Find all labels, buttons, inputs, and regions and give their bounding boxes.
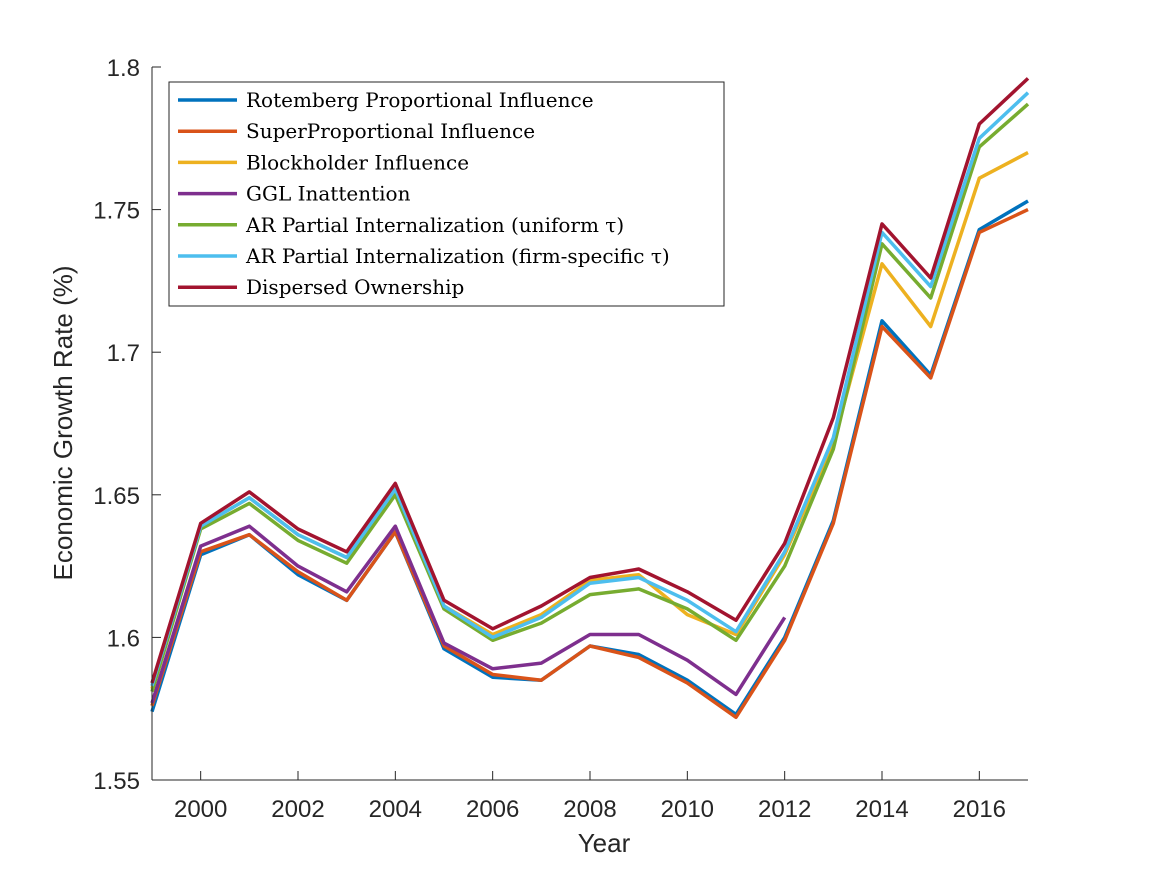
series-line-6 [150,91,1030,687]
x-tick-label: 2014 [855,796,908,823]
series-layer [150,77,1030,720]
x-tick-label: 2008 [563,796,616,823]
y-axis-label: Economic Growth Rate (%) [48,266,78,581]
series-line-5 [150,102,1030,693]
x-tick-label: 2002 [271,796,324,823]
series-line-4 [150,524,787,704]
x-tick-label: 2004 [369,796,422,823]
y-tick-label: 1.7 [107,340,140,367]
legend-entry-label: Rotemberg Proportional Influence [246,88,594,112]
series-line-7 [150,77,1030,684]
legend: Rotemberg Proportional Influence SuperPro… [168,81,725,307]
y-tick-label: 1.8 [107,55,140,82]
y-tick-label: 1.6 [107,625,140,652]
series-line-2 [150,208,1029,720]
x-tick-label: 2000 [174,796,227,823]
x-tick-label: 2016 [953,796,1006,823]
legend-items: Rotemberg Proportional Influence SuperPro… [178,88,670,299]
y-tick-label: 1.55 [93,768,140,795]
x-tick-label: 2010 [661,796,714,823]
x-tick-label: 2012 [758,796,811,823]
legend-entry-label: Dispersed Ownership [246,275,464,299]
y-ticks: 1.55 1.6 1.65 1.7 1.75 1.8 [93,55,161,795]
legend-box [168,81,725,307]
y-tick-label: 1.75 [93,198,140,225]
legend-entry-label: Blockholder Influence [246,150,469,174]
x-tick-label: 2006 [466,796,519,823]
y-tick-label: 1.65 [93,483,140,510]
legend-entry-label: GGL Inattention [246,182,411,206]
x-ticks: 2000 2002 2004 2006 2008 2010 2012 2014 2016 [174,771,1006,823]
x-axis-label: Year [578,828,631,858]
legend-entry-label: SuperProportional Influence [246,119,535,143]
legend-entry-label: AR Partial Internalization (uniform τ) [245,213,624,237]
legend-entry-label: AR Partial Internalization (firm-specifi… [245,244,670,268]
